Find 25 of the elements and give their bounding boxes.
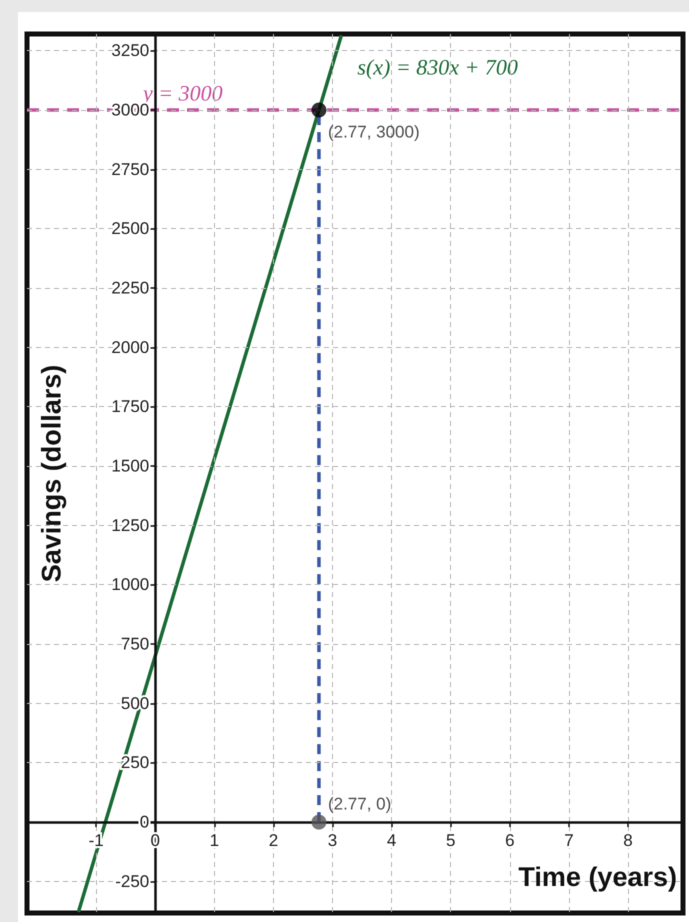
annotation: (2.77, 0): [328, 794, 392, 814]
y-tick-label: 2000: [111, 338, 150, 357]
x-tick-label: 1: [210, 831, 220, 850]
y-tick-label: 1250: [111, 516, 150, 535]
y-tick-label: 2250: [111, 278, 150, 298]
annotation: (2.77, 3000): [328, 122, 420, 142]
x-tick-label: 3: [328, 831, 338, 850]
y-tick-label: 1750: [111, 397, 150, 416]
y-tick-label: 2500: [111, 219, 150, 238]
y-tick-label: 1500: [111, 456, 150, 476]
x-tick-label: 8: [623, 831, 633, 850]
y-tick-label: 3250: [111, 41, 150, 60]
x-tick-label: 5: [446, 831, 456, 850]
y-tick-label: 1000: [111, 575, 150, 594]
x-axis-title: Time (years): [518, 862, 678, 892]
y-axis-title: Savings (dollars): [36, 364, 67, 582]
y-tick-label: 3000: [111, 100, 150, 120]
y-tick-label: 750: [120, 634, 150, 654]
y-tick-label: 2750: [111, 160, 150, 179]
series-label: s(x) = 830x + 700: [357, 54, 518, 80]
y-tick-label: -250: [115, 872, 150, 891]
x-tick-label: 4: [386, 831, 396, 850]
x-tick-label: 6: [505, 831, 515, 850]
x-tick-label: 2: [268, 831, 278, 850]
x-tick-label: 7: [564, 831, 574, 850]
